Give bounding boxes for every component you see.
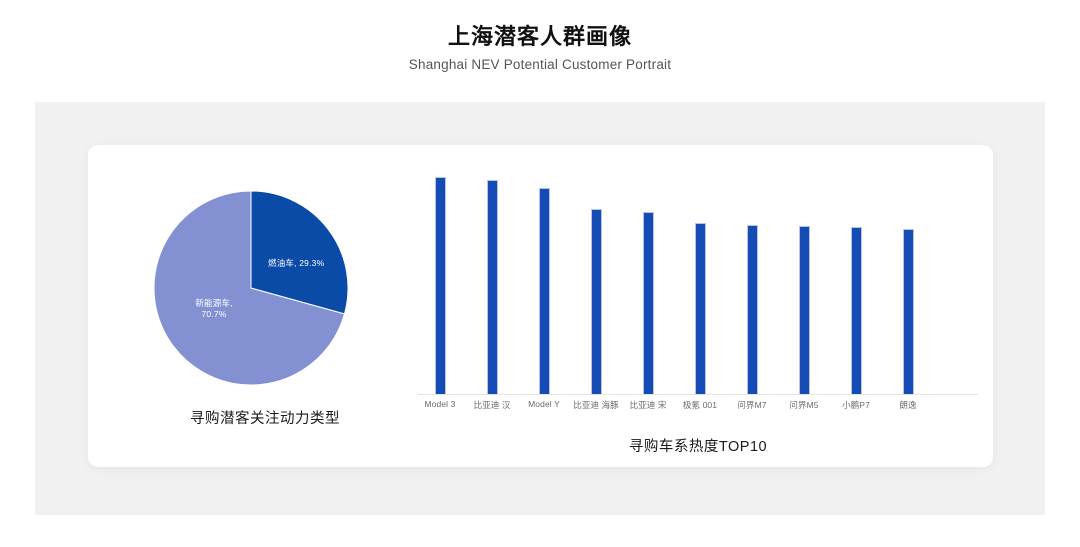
page-header: 上海潜客人群画像 Shanghai NEV Potential Customer… (0, 22, 1080, 75)
dashboard-panel: 燃油车, 29.3% 新能源车, 70.7% 寻购潜客关注动力类型 Model … (35, 102, 1045, 515)
bar-chart-bar (798, 225, 810, 394)
bar-chart-caption: 寻购车系热度TOP10 (628, 439, 768, 455)
bar-chart-plot (418, 167, 978, 395)
bar-chart-bar (746, 224, 758, 394)
bar-chart-bar (590, 209, 602, 394)
bar-chart-bar (642, 211, 654, 394)
bar-chart-axis (418, 394, 978, 395)
bar-chart-category-label: 比亚迪 汉 (473, 400, 511, 410)
bar-chart-bar (902, 229, 914, 394)
bar-chart-category-label: 朗逸 (899, 400, 917, 410)
bar-chart-block: Model 3 比亚迪 汉 Model Y 比亚迪 海豚 比亚迪 宋 极氪 001 问界M7… (418, 147, 993, 465)
bar-chart-category-label: Model 3 (424, 399, 456, 409)
pie-slice-fuel (250, 190, 349, 315)
bar-chart-category-labels: Model 3 比亚迪 汉 Model Y 比亚迪 海豚 比亚迪 宋 极氪 001 问界M7… (418, 399, 978, 415)
page-title: 上海潜客人群画像 (447, 24, 632, 49)
bar-chart-bar (538, 187, 550, 394)
charts-card: 燃油车, 29.3% 新能源车, 70.7% 寻购潜客关注动力类型 Model … (88, 145, 993, 467)
bar-chart-bar (486, 180, 498, 394)
bar-chart-category-label: 比亚迪 海豚 (573, 400, 619, 410)
pie-slice-nev (153, 190, 346, 386)
bar-chart-category-label: 问界M5 (789, 400, 819, 410)
bar-chart-category-label: 比亚迪 宋 (629, 400, 667, 410)
pie-chart-block: 燃油车, 29.3% 新能源车, 70.7% 寻购潜客关注动力类型 (100, 147, 430, 465)
bar-chart-category-label: Model Y (528, 399, 560, 409)
bar-chart-bar (850, 226, 862, 394)
bar-chart-category-label: 极氪 001 (682, 400, 718, 410)
pie-chart: 燃油车, 29.3% 新能源车, 70.7% (153, 190, 349, 386)
pie-chart-svg (153, 190, 349, 386)
bar-chart-bar (694, 222, 706, 394)
bar-chart-category-label: 问界M7 (737, 400, 767, 410)
page-subtitle: Shanghai NEV Potential Customer Portrait (408, 57, 672, 72)
pie-chart-caption: 寻购潜客关注动力类型 (190, 411, 340, 427)
bar-chart-category-label: 小鹏P7 (842, 400, 870, 410)
bar-chart-bar (434, 176, 446, 394)
